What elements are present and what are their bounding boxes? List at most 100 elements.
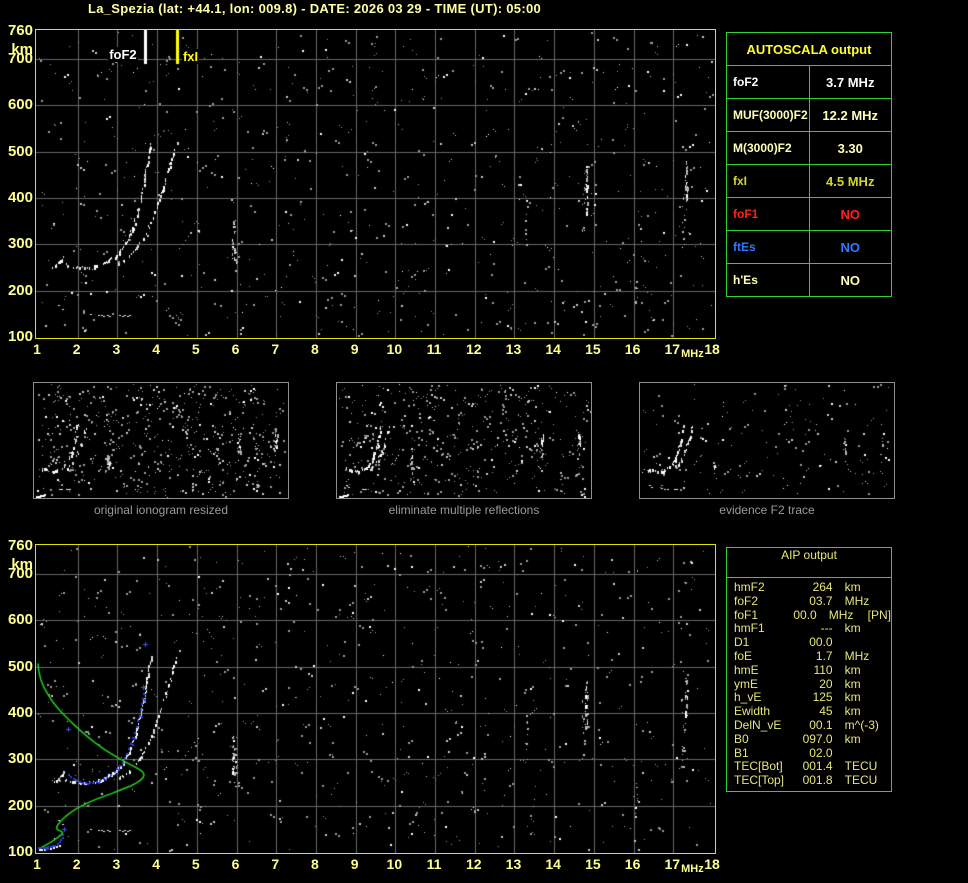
x-tick-label: 8 [311,341,319,357]
autoscala-param-value: 3.7 MHz [808,65,892,99]
thumbnail-original-canvas [34,383,288,498]
y-tick-label: 760 [7,537,33,554]
y-tick-label: 600 [7,96,33,114]
autoscala-row: MUF(3000)F2 12.2 MHz [726,98,892,132]
autoscala-row: ftEs NO [726,230,892,264]
aip-value: 1.7 [815,648,833,663]
x-tick-label: 18 [704,341,720,357]
y-tick-label: 200 [7,281,33,299]
x-tick-label: 3 [112,856,121,872]
autoscala-param-name: foF1 [726,197,810,231]
x-tick-label: 18 [704,856,720,872]
aip-row: D1 00.0 [734,635,891,650]
aip-name: B1 [734,745,749,760]
autoscala-row: fxI 4.5 MHz [726,164,892,198]
aip-value: 110 [813,662,833,677]
aip-value: 097.0 [802,731,833,746]
autoscala-param-value: 12.2 MHz [808,98,892,132]
aip-name: ymE [734,676,758,691]
autoscala-param-name: M(3000)F2 [726,131,810,165]
x-tick-label: 3 [112,341,121,357]
aip-name: hmF2 [734,580,765,594]
x-tick-label: 11 [426,341,442,357]
autoscala-param-name: h'Es [726,263,810,297]
aip-unit: TECU [844,759,878,774]
aip-name: Ewidth [734,704,771,719]
y-tick-label: 300 [7,750,33,768]
aip-unit: TECU [844,773,878,788]
aip-value: --- [820,621,833,636]
aip-name: TEC[Top] [734,773,785,788]
x-tick-label: 12 [465,856,482,872]
aip-extra: [PN] [867,607,891,622]
autoscala-table: AUTOSCALA output foF2 3.7 MHz MUF(3000)F2 1… [726,32,892,297]
aip-row: foF2 03.7 MHz [734,593,891,609]
aip-value: 03.7 [809,593,833,608]
thumbnail-no-multiples-canvas [337,383,591,498]
autoscala-row: M(3000)F2 3.30 [726,131,892,165]
aip-value: 20 [819,676,833,691]
aip-unit: km [844,731,861,746]
aip-row: DelN_vE 00.1 m^(-3) [734,717,891,733]
thumbnail-no-multiples [336,382,592,499]
x-tick-label: 6 [231,856,240,872]
x-tick-label: 17 [664,856,681,872]
x-tick-label: 15 [585,856,601,872]
aip-unit: km [844,690,861,705]
thumbnail-original-caption: original ionogram resized [93,503,229,517]
x-tick-label: 7 [271,341,280,357]
x-tick-label: 13 [505,341,522,357]
y-tick-label: 600 [7,611,33,629]
aip-table: AIP output hmF2 264 km foF2 03.7 MHz foF1 00.0 M… [726,547,892,792]
x-tick-label: 10 [386,341,403,357]
aip-table-title: AIP output [727,548,891,578]
x-tick-label: 1 [33,341,41,357]
thumbnail-f2-trace-caption: evidence F2 trace [719,503,815,517]
aip-row: TEC[Bot] 001.4 TECU [734,760,891,774]
x-tick-label: 16 [624,856,641,872]
aip-unit: km [844,580,861,594]
top-ionogram-canvas [36,30,715,338]
x-tick-label: 17 [664,341,681,357]
y-tick-label: 700 [7,49,33,67]
aip-name: TEC[Bot] [734,759,783,774]
aip-row: hmF1 --- km [734,622,891,636]
autoscala-table-title: AUTOSCALA output [726,32,892,66]
x-tick-label: 5 [191,856,200,872]
aip-value: 001.8 [802,773,833,788]
aip-row: Ewidth 45 km [734,704,891,719]
aip-name: hmE [734,662,759,677]
autoscala-param-name: MUF(3000)F2 [726,98,810,132]
autoscala-param-value: NO [808,230,892,264]
aip-unit [845,636,891,650]
autoscala-param-value: 4.5 MHz [808,164,892,198]
aip-name: D1 [734,635,750,650]
aip-unit: m^(-3) [844,717,879,732]
autoscala-header-row: AUTOSCALA output [726,32,892,66]
bottom-ionogram-canvas [36,545,715,853]
aip-unit: km [844,662,861,677]
thumbnail-f2-trace [639,382,895,499]
aip-row: TEC[Top] 001.8 TECU [734,773,891,788]
aip-row: foF1 00.0 MHz [PN] [734,607,891,623]
x-tick-label: 2 [72,341,81,357]
aip-unit: MHz [828,607,854,622]
x-tick-label: 8 [311,856,319,872]
aip-value: 00.0 [809,635,833,650]
aip-name: foF1 [734,607,759,622]
x-tick-label: 2 [72,856,81,872]
thumbnail-f2-trace-canvas [640,383,894,498]
aip-value: 02.0 [809,745,833,760]
aip-row: B1 02.0 [734,745,891,761]
aip-name: B0 [734,731,749,746]
aip-unit: km [844,676,861,691]
autoscala-param-name: ftEs [726,230,810,264]
x-tick-label: 1 [33,856,41,872]
x-tick-label: 12 [465,341,482,357]
y-tick-label: 400 [7,703,33,721]
aip-unit: MHz [844,593,870,608]
aip-value: 00.1 [809,717,833,732]
x-tick-label: 14 [545,856,561,872]
aip-name: DelN_vE [734,717,782,732]
